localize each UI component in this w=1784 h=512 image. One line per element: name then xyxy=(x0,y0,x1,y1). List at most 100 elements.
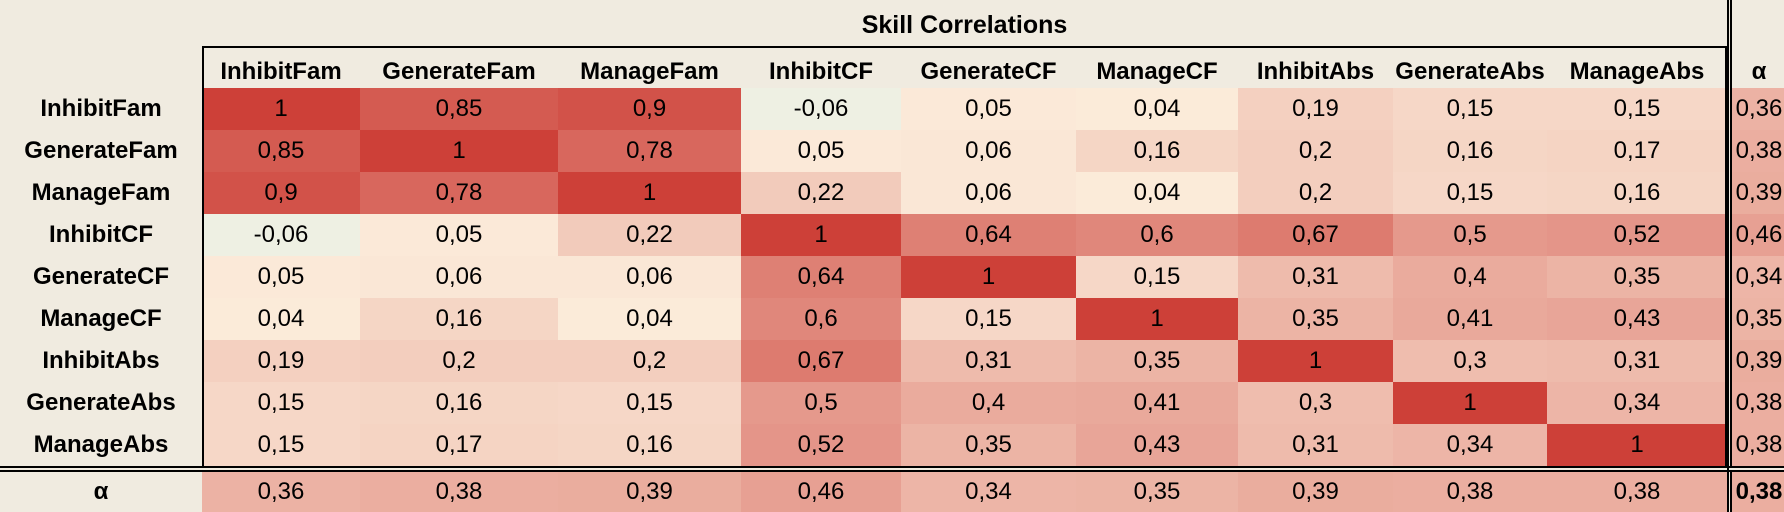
heatmap-cell: 0,15 xyxy=(1393,88,1547,130)
heatmap-cell: 0,6 xyxy=(741,298,901,340)
heatmap-cell: 0,19 xyxy=(202,340,360,382)
heatmap-cell: 0,06 xyxy=(360,256,558,298)
heatmap-cell: 0,05 xyxy=(202,256,360,298)
heatmap-cell: 0,04 xyxy=(202,298,360,340)
alpha-cell: 0,38 xyxy=(1732,382,1784,424)
row-header: InhibitAbs xyxy=(42,347,160,374)
alpha-row-cell: 0,38 xyxy=(360,472,558,512)
heatmap-cell: 0,41 xyxy=(1393,298,1547,340)
alpha-total-cell: 0,38 xyxy=(1732,472,1784,512)
column-header: GenerateFam xyxy=(382,58,536,85)
column-header: GenerateAbs xyxy=(1395,58,1545,85)
alpha-column-header: α xyxy=(1751,58,1767,85)
heatmap-cell: 0,43 xyxy=(1547,298,1727,340)
alpha-row-cell: 0,35 xyxy=(1076,472,1238,512)
alpha-row-cell: 0,34 xyxy=(901,472,1076,512)
heatmap-cell: 0,64 xyxy=(741,256,901,298)
alpha-cell: 0,36 xyxy=(1732,88,1784,130)
heatmap-cell: 0,16 xyxy=(1393,130,1547,172)
heatmap-cell: 0,35 xyxy=(901,424,1076,466)
row-header: GenerateAbs xyxy=(26,389,176,416)
heatmap-cell: 0,17 xyxy=(360,424,558,466)
alpha-row-cell: 0,39 xyxy=(558,472,741,512)
heatmap-cell: 0,85 xyxy=(360,88,558,130)
heatmap-cell: 0,16 xyxy=(1547,172,1727,214)
heatmap-cell: 0,15 xyxy=(1547,88,1727,130)
heatmap-cell: 0,31 xyxy=(901,340,1076,382)
heatmap-cell: 0,35 xyxy=(1076,340,1238,382)
column-header: InhibitCF xyxy=(769,58,873,85)
heatmap-cell: 0,2 xyxy=(1238,172,1393,214)
heatmap-cell: 0,06 xyxy=(901,130,1076,172)
alpha-row-cell: 0,38 xyxy=(1393,472,1547,512)
heatmap-cell: 0,43 xyxy=(1076,424,1238,466)
horizontal-separator xyxy=(0,466,1727,472)
heatmap-cell: 1 xyxy=(202,88,360,130)
column-header: InhibitAbs xyxy=(1256,58,1375,85)
alpha-row-header: α xyxy=(93,478,109,505)
column-header: GenerateCF xyxy=(920,58,1057,85)
alpha-row-cell: 0,38 xyxy=(1547,472,1727,512)
alpha-cell: 0,34 xyxy=(1732,256,1784,298)
heatmap-cell: 0,2 xyxy=(360,340,558,382)
heatmap-cell: 1 xyxy=(1393,382,1547,424)
heatmap-cell: 1 xyxy=(360,130,558,172)
alpha-cell: 0,38 xyxy=(1732,130,1784,172)
heatmap-cell: 0,9 xyxy=(558,88,741,130)
separator-corner xyxy=(1727,466,1784,472)
heatmap-cell: 1 xyxy=(1547,424,1727,466)
heatmap-cell: 0,35 xyxy=(1547,256,1727,298)
heatmap-cell: 0,52 xyxy=(741,424,901,466)
heatmap-cell: 0,15 xyxy=(901,298,1076,340)
row-header: GenerateFam xyxy=(24,137,178,164)
heatmap-cell: 0,15 xyxy=(558,382,741,424)
heatmap-cell: 0,16 xyxy=(360,382,558,424)
heatmap-cell: 0,16 xyxy=(1076,130,1238,172)
alpha-cell: 0,39 xyxy=(1732,172,1784,214)
heatmap-cell: 0,34 xyxy=(1393,424,1547,466)
alpha-row-cell: 0,46 xyxy=(741,472,901,512)
heatmap-cell: 0,15 xyxy=(202,424,360,466)
heatmap-cell: 0,31 xyxy=(1238,256,1393,298)
heatmap-cell: 0,35 xyxy=(1238,298,1393,340)
heatmap-cell: 0,3 xyxy=(1393,340,1547,382)
heatmap-cell: 0,22 xyxy=(558,214,741,256)
heatmap-cell: 0,15 xyxy=(1393,172,1547,214)
heatmap-cell: 0,78 xyxy=(558,130,741,172)
heatmap-cell: 0,05 xyxy=(901,88,1076,130)
heatmap-cell: 0,2 xyxy=(1238,130,1393,172)
heatmap-cell: 0,4 xyxy=(901,382,1076,424)
heatmap-cell: 0,15 xyxy=(202,382,360,424)
vertical-separator-top xyxy=(1727,0,1732,466)
chart-title: Skill Correlations xyxy=(861,10,1068,39)
column-header: InhibitFam xyxy=(220,58,342,85)
heatmap-cell: 0,04 xyxy=(558,298,741,340)
heatmap-cell: 1 xyxy=(1076,298,1238,340)
heatmap-cell: 0,04 xyxy=(1076,172,1238,214)
column-header: ManageCF xyxy=(1096,58,1218,85)
alpha-cell: 0,35 xyxy=(1732,298,1784,340)
heatmap-cell: 0,2 xyxy=(558,340,741,382)
alpha-cell: 0,46 xyxy=(1732,214,1784,256)
heatmap-cell: 0,16 xyxy=(558,424,741,466)
heatmap-cell: 0,19 xyxy=(1238,88,1393,130)
heatmap-cell: 0,9 xyxy=(202,172,360,214)
column-header: ManageAbs xyxy=(1569,58,1705,85)
heatmap-cell: 0,06 xyxy=(558,256,741,298)
row-header: GenerateCF xyxy=(32,263,170,290)
heatmap-cell: 0,5 xyxy=(1393,214,1547,256)
heatmap-cell: 0,31 xyxy=(1547,340,1727,382)
heatmap-cell: -0,06 xyxy=(741,88,901,130)
row-header: ManageFam xyxy=(31,179,171,206)
heatmap-cell: 0,34 xyxy=(1547,382,1727,424)
heatmap-cell: 0,78 xyxy=(360,172,558,214)
heatmap-cell: 0,3 xyxy=(1238,382,1393,424)
heatmap-cell: 0,06 xyxy=(901,172,1076,214)
row-header: ManageAbs xyxy=(33,431,169,458)
heatmap-cell: 1 xyxy=(558,172,741,214)
heatmap-cell: 1 xyxy=(901,256,1076,298)
heatmap-cell: 0,05 xyxy=(360,214,558,256)
heatmap-cell: 0,05 xyxy=(741,130,901,172)
heatmap-cell: 0,5 xyxy=(741,382,901,424)
